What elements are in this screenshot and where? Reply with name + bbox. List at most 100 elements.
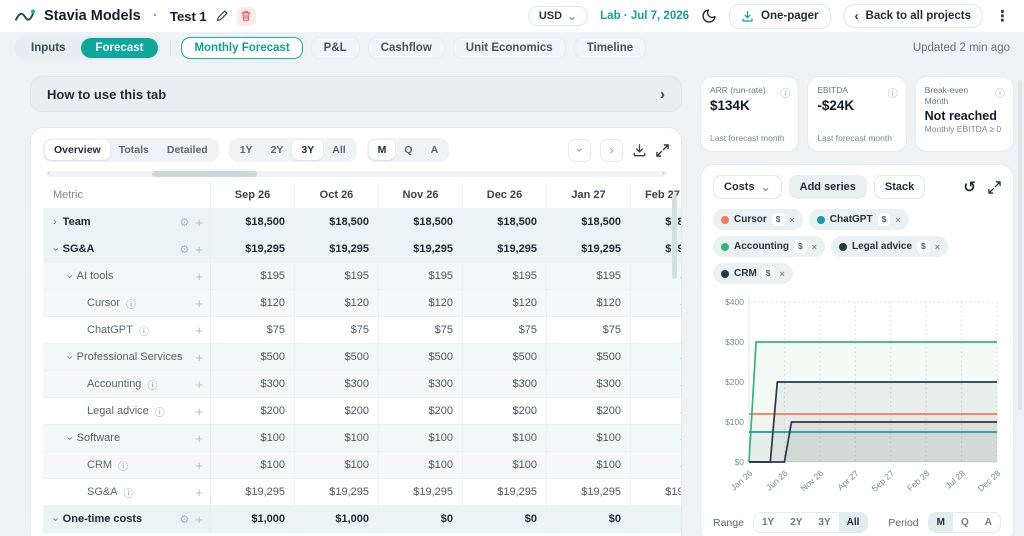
range-1y[interactable]: 1Y — [239, 144, 253, 156]
subtab-monthly-forecast[interactable]: Monthly Forecast — [181, 37, 303, 59]
period-m[interactable]: M — [368, 140, 396, 160]
info-icon[interactable]: ⓘ — [780, 89, 791, 100]
cell-one-time-costs-oct-26[interactable]: $1,000 — [295, 506, 379, 532]
add-series-button[interactable]: Add series — [788, 175, 867, 199]
cell-legal-advice-feb-27[interactable]: $200 — [631, 398, 682, 424]
download-table-icon[interactable] — [632, 143, 647, 158]
series-unit-badge[interactable]: $ — [877, 213, 891, 226]
add-row-icon[interactable]: + — [195, 214, 203, 230]
scroll-right-icon[interactable]: › — [662, 168, 665, 177]
chart-period-a[interactable]: A — [984, 517, 992, 528]
series-unit-badge[interactable]: $ — [917, 240, 930, 253]
cell-accounting-oct-26[interactable]: $300 — [295, 371, 379, 397]
cell-one-time-costs-nov-26[interactable]: $0 — [379, 506, 463, 532]
cell-sg-a-jan-27[interactable]: $19,295 — [547, 236, 631, 262]
cell-sg-a-sep-26[interactable]: $19,295 — [211, 236, 295, 262]
cell-sg-a-nov-26[interactable]: $19,295 — [379, 479, 463, 505]
cell-crm-dec-26[interactable]: $100 — [463, 452, 547, 478]
cell-legal-advice-jan-27[interactable]: $200 — [547, 398, 631, 424]
remove-series-icon[interactable]: × — [811, 241, 817, 252]
chart-period-m[interactable]: M — [928, 513, 953, 532]
cell-chatgpt-nov-26[interactable]: $75 — [379, 317, 463, 343]
row-collapse-icon[interactable]: › — [63, 355, 76, 359]
cell-ai-tools-sep-26[interactable]: $195 — [211, 263, 295, 289]
cell-accounting-sep-26[interactable]: $300 — [211, 371, 295, 397]
series-unit-badge[interactable]: $ — [761, 267, 775, 280]
cell-cursor-feb-27[interactable]: $120 — [631, 290, 682, 316]
delete-project-icon[interactable] — [236, 6, 256, 26]
collapse-all-button[interactable]: › — [568, 138, 591, 162]
cell-crm-jan-27[interactable]: $100 — [547, 452, 631, 478]
edit-project-icon[interactable] — [215, 9, 229, 23]
cell-chatgpt-dec-26[interactable]: $75 — [463, 317, 547, 343]
cell-crm-nov-26[interactable]: $100 — [379, 452, 463, 478]
cell-professional-services-oct-26[interactable]: $500 — [295, 344, 379, 370]
series-chip-crm[interactable]: CRM $ × — [713, 263, 793, 284]
cell-chatgpt-sep-26[interactable]: $75 — [211, 317, 295, 343]
cell-software-feb-27[interactable]: $100 — [631, 425, 682, 451]
view-detailed[interactable]: Detailed — [166, 144, 208, 156]
cell-legal-advice-nov-26[interactable]: $200 — [379, 398, 463, 424]
how-to-use-panel[interactable]: How to use this tab › — [30, 76, 682, 112]
fullscreen-chart-icon[interactable] — [988, 180, 1001, 194]
remove-series-icon[interactable]: × — [934, 241, 941, 252]
cell-accounting-jan-27[interactable]: $300 — [547, 371, 631, 397]
cell-accounting-dec-26[interactable]: $300 — [463, 371, 547, 397]
info-icon[interactable]: ⓘ — [994, 89, 1005, 100]
cell-legal-advice-sep-26[interactable]: $200 — [211, 398, 295, 424]
tab-forecast[interactable]: Forecast — [80, 38, 159, 58]
cell-crm-oct-26[interactable]: $100 — [295, 452, 379, 478]
cell-professional-services-sep-26[interactable]: $500 — [211, 344, 295, 370]
cell-crm-feb-27[interactable]: $100 — [631, 452, 682, 478]
subtab-timeline[interactable]: Timeline — [573, 37, 647, 59]
remove-series-icon[interactable]: × — [895, 214, 901, 225]
horizontal-scrollbar[interactable]: ‹ › — [47, 168, 665, 177]
vertical-scrollbar-thumb[interactable] — [672, 194, 677, 279]
add-row-icon[interactable]: + — [195, 484, 203, 500]
info-icon[interactable]: ⓘ — [126, 299, 137, 311]
reset-chart-icon[interactable]: ↺ — [963, 178, 976, 196]
subtab-unit-economics[interactable]: Unit Economics — [452, 37, 566, 59]
range-all[interactable]: All — [332, 144, 346, 156]
cell-cursor-jan-27[interactable]: $120 — [547, 290, 631, 316]
range-2y[interactable]: 2Y — [270, 144, 284, 156]
cell-one-time-costs-jan-27[interactable]: $0 — [547, 506, 631, 532]
cell-sg-a-sep-26[interactable]: $19,295 — [211, 479, 295, 505]
add-row-icon[interactable]: + — [195, 322, 203, 338]
currency-select[interactable]: USD ⌄ — [527, 6, 589, 26]
cell-cursor-dec-26[interactable]: $120 — [463, 290, 547, 316]
info-icon[interactable]: ⓘ — [147, 380, 158, 392]
cell-legal-advice-oct-26[interactable]: $200 — [295, 398, 379, 424]
view-overview[interactable]: Overview — [45, 140, 110, 160]
fullscreen-table-icon[interactable] — [656, 143, 669, 157]
row-collapse-icon[interactable]: › — [63, 436, 76, 440]
dark-mode-toggle[interactable] — [701, 8, 717, 24]
series-unit-badge[interactable]: $ — [794, 240, 807, 253]
one-pager-button[interactable]: One-pager — [729, 3, 831, 29]
kebab-menu-icon[interactable]: ⋮ — [995, 8, 1010, 25]
lab-date[interactable]: Lab · Jul 7, 2026 — [600, 10, 690, 22]
expand-next-button[interactable]: › — [600, 138, 623, 162]
cell-team-jan-27[interactable]: $18,500 — [547, 209, 631, 235]
period-a[interactable]: A — [430, 144, 439, 156]
cell-ai-tools-oct-26[interactable]: $195 — [295, 263, 379, 289]
series-chip-cursor[interactable]: Cursor $ × — [713, 209, 803, 230]
cell-software-dec-26[interactable]: $100 — [463, 425, 547, 451]
add-row-icon[interactable]: + — [195, 403, 203, 419]
series-chip-accounting[interactable]: Accounting $ × — [713, 236, 825, 257]
cell-chatgpt-jan-27[interactable]: $75 — [547, 317, 631, 343]
page-scrollbar[interactable] — [1018, 80, 1022, 410]
chart-range-1y[interactable]: 1Y — [761, 517, 775, 528]
cell-team-dec-26[interactable]: $18,500 — [463, 209, 547, 235]
cell-software-jan-27[interactable]: $100 — [547, 425, 631, 451]
info-icon[interactable]: ⓘ — [887, 89, 898, 100]
settings-gear-icon[interactable]: ⚙ — [179, 216, 190, 229]
add-row-icon[interactable]: + — [195, 457, 203, 473]
cell-professional-services-feb-27[interactable]: $500 — [631, 344, 682, 370]
cell-software-nov-26[interactable]: $100 — [379, 425, 463, 451]
cell-sg-a-feb-27[interactable]: $19,295 — [631, 479, 681, 505]
period-q[interactable]: Q — [404, 144, 413, 156]
view-totals[interactable]: Totals — [118, 144, 149, 156]
subtab-cashflow[interactable]: Cashflow — [367, 37, 445, 59]
cell-team-oct-26[interactable]: $18,500 — [295, 209, 379, 235]
